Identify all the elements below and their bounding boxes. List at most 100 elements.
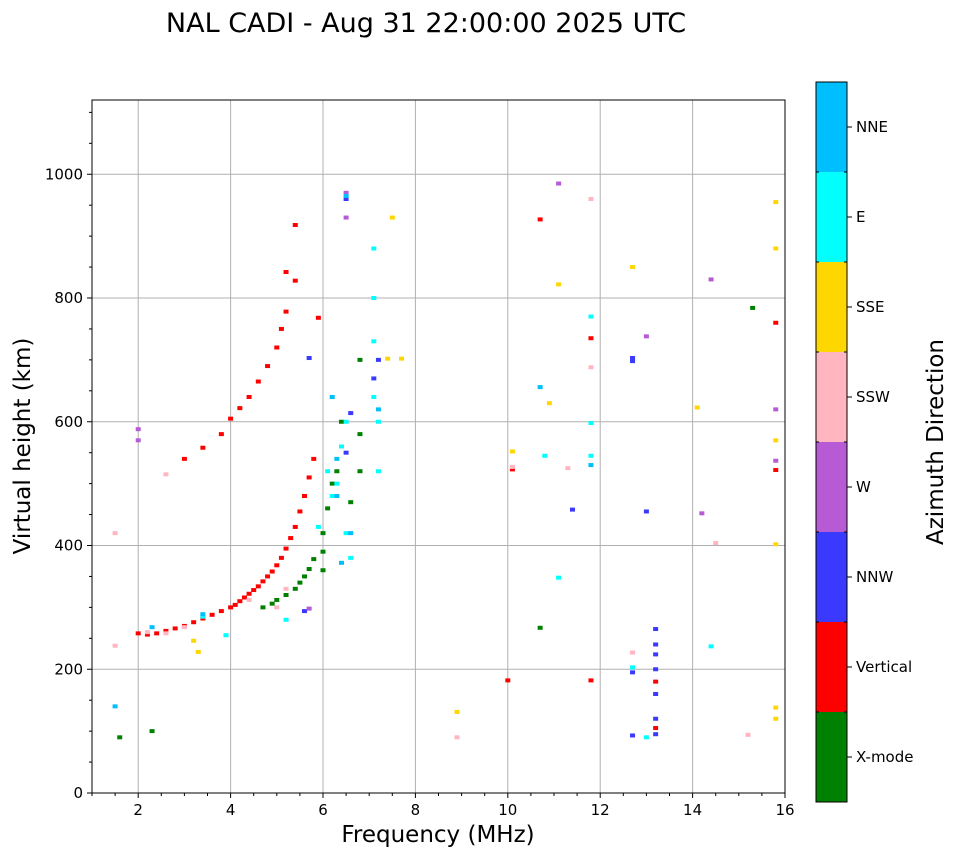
colorbar-tick-label: W — [856, 478, 871, 496]
series-ssw — [112, 197, 751, 740]
colorbar-segment — [816, 622, 847, 712]
x-tick-label: 10 — [498, 801, 517, 819]
data-point — [509, 464, 515, 469]
data-point — [181, 456, 187, 461]
colorbar-tick-label: E — [856, 208, 865, 226]
data-point — [135, 427, 141, 432]
data-point — [556, 282, 562, 287]
data-point — [399, 356, 405, 361]
data-point — [292, 278, 298, 283]
data-point — [630, 665, 636, 670]
x-tick-label: 2 — [133, 801, 143, 819]
data-point — [292, 524, 298, 529]
data-point — [265, 364, 271, 369]
data-point — [588, 365, 594, 370]
data-point — [454, 735, 460, 740]
data-point — [509, 449, 515, 454]
data-point — [302, 494, 308, 498]
data-point — [694, 405, 700, 410]
data-point — [232, 602, 238, 607]
chart-title: NAL CADI - Aug 31 22:00:00 2025 UTC — [166, 8, 686, 39]
data-point — [302, 609, 308, 614]
data-point — [200, 612, 206, 617]
data-point — [223, 633, 229, 638]
y-tick-label: 0 — [73, 784, 83, 802]
x-tick-label: 12 — [591, 801, 610, 819]
data-point — [278, 326, 284, 331]
data-point — [329, 481, 335, 486]
colorbar-label: Azimuth Direction — [923, 339, 949, 545]
colorbar-tick-label: NNE — [856, 118, 888, 136]
data-point — [630, 265, 636, 270]
data-point — [385, 356, 391, 361]
data-point — [246, 591, 252, 596]
data-point — [653, 679, 659, 684]
data-point — [653, 642, 659, 647]
colorbar-tick-label: SSW — [856, 388, 890, 406]
data-point — [569, 507, 575, 512]
data-point — [542, 453, 548, 458]
data-point — [228, 416, 234, 421]
data-point — [278, 555, 284, 560]
data-point — [274, 597, 280, 602]
data-point — [588, 197, 594, 201]
data-point — [343, 193, 349, 198]
data-point — [509, 467, 515, 472]
data-point — [311, 456, 317, 461]
data-point — [269, 601, 275, 606]
grid — [92, 100, 786, 794]
data-point — [630, 670, 636, 675]
series-x-mode — [117, 305, 756, 740]
data-point — [375, 469, 381, 474]
data-point — [773, 542, 779, 547]
data-point — [630, 733, 636, 738]
data-point — [306, 567, 312, 572]
data-point — [329, 494, 335, 498]
data-point — [371, 395, 377, 399]
data-point — [320, 549, 326, 554]
data-point — [371, 339, 377, 344]
data-point — [773, 407, 779, 412]
data-point — [343, 197, 349, 201]
data-point — [348, 555, 354, 560]
data-point — [643, 509, 649, 514]
data-point — [653, 726, 659, 731]
data-point — [320, 531, 326, 536]
data-point — [546, 401, 552, 406]
data-point — [773, 458, 779, 463]
data-point — [172, 626, 178, 631]
data-point — [237, 406, 243, 411]
data-point — [112, 643, 118, 648]
data-point — [537, 217, 543, 222]
data-point — [325, 506, 331, 511]
data-point — [283, 270, 289, 275]
colorbar-segment — [816, 532, 847, 622]
data-point — [653, 732, 659, 737]
data-point — [251, 588, 257, 593]
data-point — [708, 644, 714, 649]
data-point — [302, 574, 308, 579]
colorbar-tick-label: SSE — [856, 298, 885, 316]
colorbar-segment — [816, 262, 847, 352]
data-point — [218, 432, 224, 437]
data-point — [297, 509, 303, 514]
data-point — [283, 309, 289, 314]
y-tick-label: 600 — [54, 413, 83, 431]
series-nnw — [302, 197, 659, 738]
data-point — [357, 357, 363, 362]
data-point — [246, 597, 252, 602]
data-point — [260, 579, 266, 584]
data-point — [505, 678, 511, 683]
data-point — [338, 419, 344, 424]
data-point — [283, 546, 289, 551]
data-point — [334, 456, 340, 461]
data-point — [454, 709, 460, 714]
data-point — [773, 705, 779, 710]
series-sse — [191, 200, 779, 721]
colorbar-tick-label: NNW — [856, 568, 893, 586]
colorbar-segment — [816, 442, 847, 532]
y-tick-label: 200 — [54, 660, 83, 678]
data-point — [338, 560, 344, 565]
data-point — [292, 222, 298, 227]
